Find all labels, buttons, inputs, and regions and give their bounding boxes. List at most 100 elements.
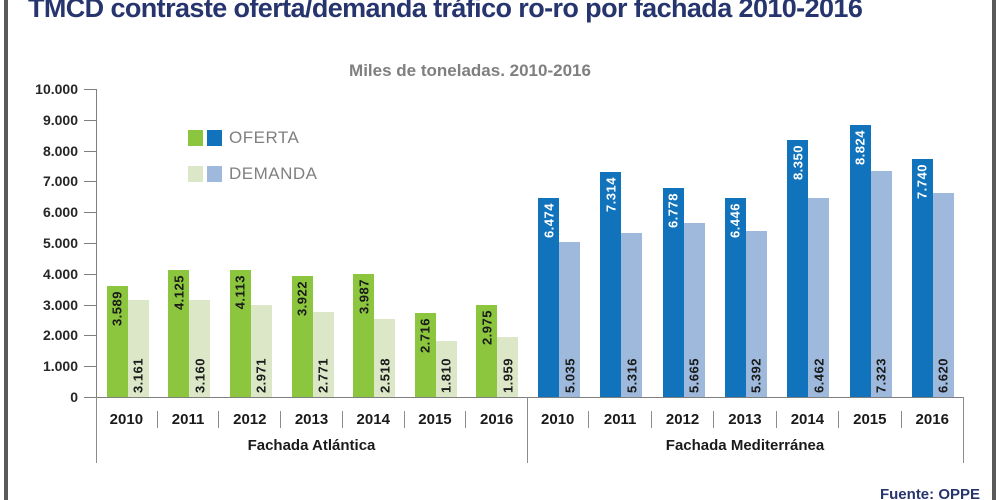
bar-value-label: 4.125 <box>171 275 187 311</box>
year-label-mediterranea-2011: 2011 <box>589 411 652 428</box>
bar-mediterranea-2010-oferta: 6.474 <box>538 198 560 397</box>
bar-mediterranea-2016-oferta: 7.740 <box>911 159 933 397</box>
years-panel-atlantica: 2010 2011 2012 2013 2014 2015 2016 <box>96 398 527 428</box>
bar-value-label: 4.113 <box>232 275 248 310</box>
frame-border-right <box>992 0 996 500</box>
bar-value-label: 1.810 <box>438 357 454 393</box>
group-panel-mediterranea: Fachada Mediterránea <box>527 428 963 462</box>
years-panel-mediterranea: 2010 2011 2012 2013 2014 2015 2016 <box>527 398 963 428</box>
year-cell-mediterranea-2014: 8.350 6.462 <box>777 89 839 397</box>
bar-mediterranea-2010-demanda: 5.035 <box>559 242 581 397</box>
y-axis-tick-label: 9.000 <box>42 112 78 128</box>
bar-value-label: 8.824 <box>852 130 868 166</box>
bar-atlantica-2012-demanda: 2.971 <box>250 305 272 397</box>
bar-value-label: 7.314 <box>603 177 619 213</box>
legend: OFERTA DEMANDA <box>188 128 318 184</box>
bar-atlantica-2014-demanda: 2.518 <box>374 319 396 397</box>
year-cell-mediterranea-2016: 7.740 6.620 <box>902 89 964 397</box>
legend-swatch-icon <box>207 130 222 146</box>
bar-value-label: 5.392 <box>748 357 764 393</box>
year-label-mediterranea-2016: 2016 <box>915 411 949 428</box>
bar-atlantica-2014-oferta: 3.987 <box>353 274 375 397</box>
bar-atlantica-2010-demanda: 3.161 <box>127 300 149 397</box>
x-axis-groups: Fachada Atlántica Fachada Mediterránea <box>96 428 963 462</box>
y-axis-tick-mark <box>84 89 96 90</box>
y-axis-tick-mark <box>84 397 96 398</box>
bar-mediterranea-2016-demanda: 6.620 <box>932 193 954 397</box>
bar-value-label: 5.665 <box>686 357 702 393</box>
bar-mediterranea-2013-oferta: 6.446 <box>724 198 746 397</box>
bar-value-label: 5.316 <box>624 357 640 393</box>
year-cell-atlantica-2014: 3.987 2.518 <box>343 89 405 397</box>
x-axis-boundary-line <box>96 397 97 463</box>
bar-atlantica-2011-oferta: 4.125 <box>168 270 190 397</box>
y-axis-tick-label: 8.000 <box>42 143 78 159</box>
bar-value-label: 2.971 <box>253 357 269 393</box>
bar-atlantica-2015-oferta: 2.716 <box>414 313 436 397</box>
bar-value-label: 8.350 <box>790 145 806 181</box>
year-label-atlantica-2010: 2010 <box>96 411 158 428</box>
year-label-atlantica-2015: 2015 <box>405 411 467 428</box>
bar-mediterranea-2011-oferta: 7.314 <box>600 172 622 397</box>
chart-title: TMCD contraste oferta/demanda tráfico ro… <box>28 0 863 23</box>
bar-atlantica-2010-oferta: 3.589 <box>106 286 128 397</box>
bar-value-label: 5.035 <box>562 357 578 393</box>
bar-mediterranea-2012-demanda: 5.665 <box>683 223 705 397</box>
bar-value-label: 7.740 <box>914 164 930 200</box>
year-cell-mediterranea-2011: 7.314 5.316 <box>590 89 652 397</box>
y-axis-tick-mark <box>84 366 96 367</box>
bar-mediterranea-2012-oferta: 6.778 <box>662 188 684 397</box>
legend-item-oferta: OFERTA <box>188 128 318 148</box>
bar-mediterranea-2013-demanda: 5.392 <box>745 231 767 397</box>
legend-swatch-icon <box>207 166 222 182</box>
legend-swatch-icon <box>188 166 203 182</box>
bar-value-label: 7.323 <box>873 357 889 393</box>
frame-border-left <box>4 0 8 500</box>
year-cell-mediterranea-2015: 8.824 7.323 <box>839 89 901 397</box>
legend-swatches <box>188 130 222 146</box>
legend-swatches <box>188 166 222 182</box>
year-cell-atlantica-2015: 2.716 1.810 <box>405 89 467 397</box>
group-panel-atlantica: Fachada Atlántica <box>96 428 527 462</box>
panel-atlantica: 3.589 3.161 4.125 3.160 4.113 2.971 3.922 2.771… <box>97 89 528 397</box>
year-label-mediterranea-2014: 2014 <box>777 411 840 428</box>
bar-value-label: 2.975 <box>479 310 495 346</box>
x-axis-years: 2010 2011 2012 2013 2014 2015 2016 2010 2011 2012… <box>96 398 963 428</box>
bar-value-label: 2.771 <box>315 357 331 393</box>
x-axis-boundary-line <box>527 397 528 463</box>
plot-area: 3.589 3.161 4.125 3.160 4.113 2.971 3.922 2.771… <box>96 89 964 398</box>
year-label-mediterranea-2015: 2015 <box>839 411 902 428</box>
legend-swatch-icon <box>188 130 203 146</box>
y-axis-tick-mark <box>84 274 96 275</box>
year-cell-mediterranea-2010: 6.474 5.035 <box>528 89 590 397</box>
y-axis-tick-mark <box>84 181 96 182</box>
bar-value-label: 3.922 <box>294 281 310 317</box>
bar-atlantica-2012-oferta: 4.113 <box>229 270 251 397</box>
year-cell-atlantica-2013: 3.922 2.771 <box>282 89 344 397</box>
bar-atlantica-2016-demanda: 1.959 <box>497 337 519 397</box>
bar-value-label: 3.987 <box>356 279 372 315</box>
y-axis-tick-label: 4.000 <box>42 266 78 282</box>
bar-atlantica-2013-demanda: 2.771 <box>312 312 334 397</box>
bar-value-label: 6.462 <box>811 357 827 393</box>
bar-value-label: 2.518 <box>377 357 393 393</box>
y-axis-tick-mark <box>84 243 96 244</box>
y-axis-tick-label: 7.000 <box>42 173 78 189</box>
y-axis-tick-label: 5.000 <box>42 235 78 251</box>
year-label-mediterranea-2010: 2010 <box>527 411 590 428</box>
bar-atlantica-2015-demanda: 1.810 <box>435 341 457 397</box>
y-axis-tick-mark <box>84 120 96 121</box>
bar-value-label: 3.160 <box>192 357 208 393</box>
bar-atlantica-2016-oferta: 2.975 <box>476 305 498 397</box>
bar-value-label: 3.161 <box>130 357 146 393</box>
year-cell-mediterranea-2013: 6.446 5.392 <box>715 89 777 397</box>
group-label-atlantica: Fachada Atlántica <box>247 436 376 454</box>
year-cell-atlantica-2012: 4.113 2.971 <box>220 89 282 397</box>
y-axis-tick-label: 10.000 <box>35 81 78 97</box>
chart-subtitle: Miles de toneladas. 2010-2016 <box>349 61 591 80</box>
x-axis-boundary-line <box>963 397 964 463</box>
y-axis-tick-mark <box>84 212 96 213</box>
y-axis-tick-label: 0 <box>70 389 78 405</box>
year-label-atlantica-2016: 2016 <box>479 411 514 428</box>
